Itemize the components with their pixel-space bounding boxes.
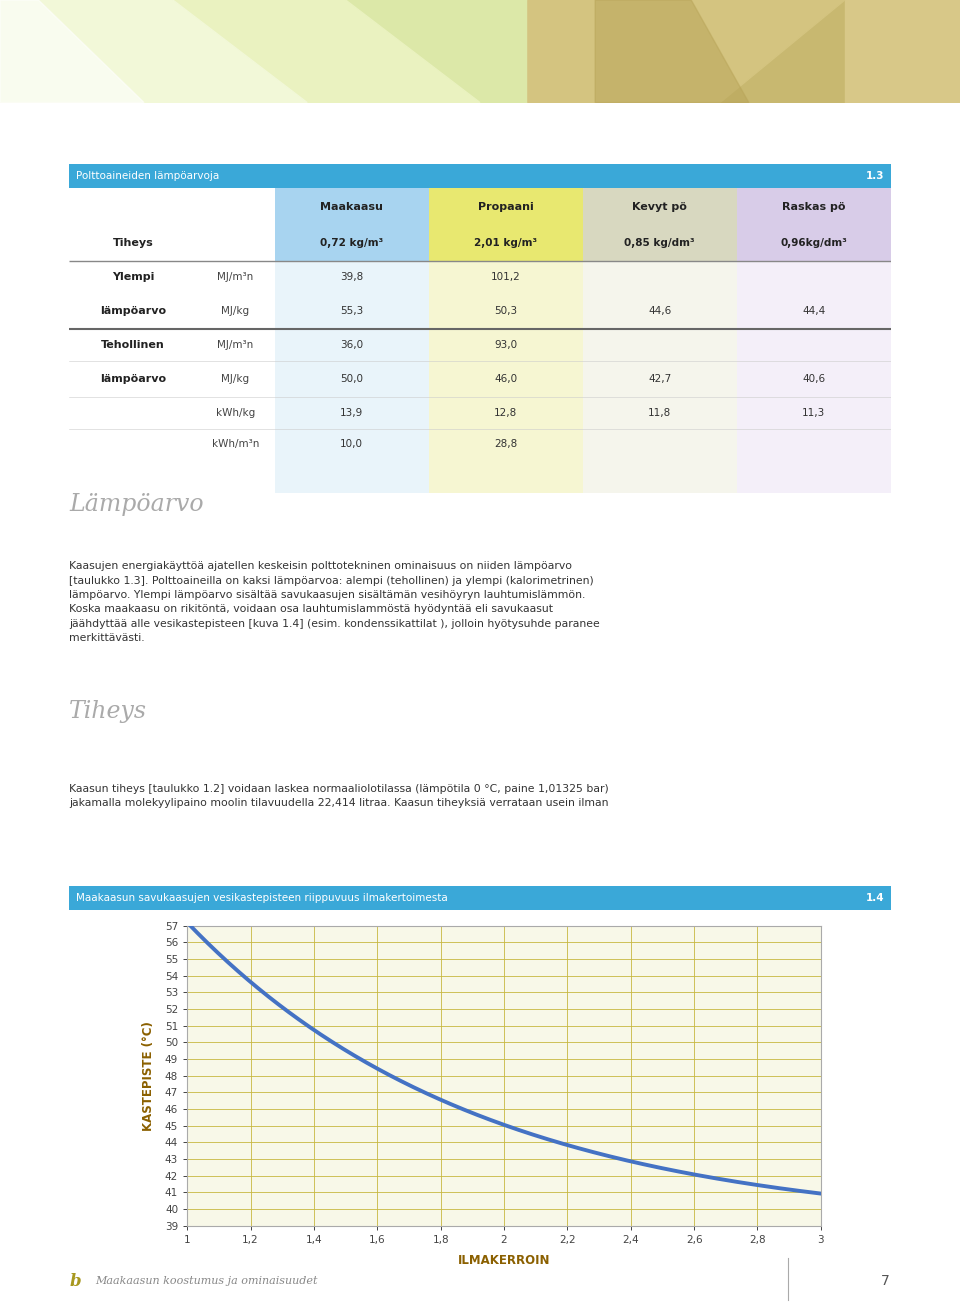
- Y-axis label: KASTEPISTE (°C): KASTEPISTE (°C): [142, 1020, 156, 1131]
- Text: 1.4: 1.4: [866, 893, 884, 903]
- Text: 39,8: 39,8: [340, 272, 363, 281]
- Bar: [845, 0, 960, 103]
- Text: MJ/m³n: MJ/m³n: [217, 341, 253, 350]
- Text: Maakaasun savukaasujen vesikastepisteen riippuvuus ilmakertoimesta: Maakaasun savukaasujen vesikastepisteen …: [76, 893, 447, 903]
- Text: 28,8: 28,8: [494, 439, 517, 450]
- Text: kWh/m³n: kWh/m³n: [212, 439, 259, 450]
- Text: Kevyt pö: Kevyt pö: [633, 203, 687, 212]
- Bar: [737, 188, 891, 493]
- Text: 11,3: 11,3: [803, 408, 826, 418]
- Text: MJ/kg: MJ/kg: [222, 375, 250, 384]
- Bar: [583, 188, 737, 226]
- Text: Maakaasu: Maakaasu: [321, 203, 383, 212]
- Text: Kaasun tiheys [taulukko 1.2] voidaan laskea normaaliolotilassa (lämpötila 0 °C, : Kaasun tiheys [taulukko 1.2] voidaan las…: [69, 784, 609, 809]
- Text: Raskas pö: Raskas pö: [782, 203, 846, 212]
- Bar: [0, 0, 624, 103]
- Text: 0,72 kg/m³: 0,72 kg/m³: [320, 238, 383, 249]
- Bar: [428, 188, 583, 226]
- Text: 36,0: 36,0: [340, 341, 363, 350]
- Text: Lämpöarvo: Lämpöarvo: [69, 493, 204, 515]
- Polygon shape: [0, 0, 144, 103]
- Text: Maakaasun koostumus ja ominaisuudet: Maakaasun koostumus ja ominaisuudet: [95, 1276, 318, 1286]
- Bar: [583, 188, 737, 493]
- Text: 1.3: 1.3: [866, 171, 884, 181]
- Text: 44,4: 44,4: [803, 306, 826, 316]
- Bar: [737, 188, 891, 226]
- Text: 50,3: 50,3: [494, 306, 517, 316]
- Text: 11,8: 11,8: [648, 408, 671, 418]
- Bar: [275, 226, 428, 260]
- Text: 42,7: 42,7: [648, 375, 671, 384]
- Text: 10,0: 10,0: [340, 439, 363, 450]
- Text: Kaasujen energiakäyttöä ajatellen keskeisin polttotekninen ominaisuus on niiden: Kaasujen energiakäyttöä ajatellen keskei…: [69, 562, 514, 571]
- Bar: [583, 226, 737, 260]
- Text: 12,8: 12,8: [494, 408, 517, 418]
- Bar: [275, 188, 428, 493]
- Text: Propaani: Propaani: [478, 203, 534, 212]
- Text: 40,6: 40,6: [803, 375, 826, 384]
- Text: Tehollinen: Tehollinen: [101, 341, 165, 350]
- Text: Ylempi: Ylempi: [111, 272, 154, 281]
- Text: Polttoaineiden lämpöarvoja: Polttoaineiden lämpöarvoja: [76, 171, 219, 181]
- Polygon shape: [0, 0, 307, 103]
- Text: b: b: [69, 1273, 81, 1290]
- Text: 50,0: 50,0: [340, 375, 363, 384]
- Text: Kaasujen energiakäyttöä ajatellen keskeisin polttotekninen ominaisuus on niiden : Kaasujen energiakäyttöä ajatellen keskei…: [69, 562, 600, 643]
- Text: MJ/kg: MJ/kg: [222, 306, 250, 316]
- Text: 2,01 kg/m³: 2,01 kg/m³: [474, 238, 538, 249]
- Bar: [428, 226, 583, 260]
- Text: 0,85 kg/dm³: 0,85 kg/dm³: [624, 238, 695, 249]
- Text: 7: 7: [880, 1274, 889, 1289]
- Bar: [737, 226, 891, 260]
- Text: 55,3: 55,3: [340, 306, 363, 316]
- Polygon shape: [0, 0, 480, 103]
- Text: Tiheys: Tiheys: [112, 238, 154, 249]
- Bar: [428, 188, 583, 493]
- Bar: [275, 188, 428, 226]
- Text: kWh/kg: kWh/kg: [216, 408, 255, 418]
- Text: 0,96kg/dm³: 0,96kg/dm³: [780, 238, 848, 249]
- Text: 13,9: 13,9: [340, 408, 363, 418]
- Text: 46,0: 46,0: [494, 375, 517, 384]
- Text: Tiheys: Tiheys: [69, 700, 147, 722]
- Text: lämpöarvo: lämpöarvo: [100, 375, 166, 384]
- Bar: [528, 0, 960, 103]
- X-axis label: ILMAKERROIN: ILMAKERROIN: [458, 1255, 550, 1268]
- Text: lämpöarvo: lämpöarvo: [100, 306, 166, 316]
- Text: MJ/m³n: MJ/m³n: [217, 272, 253, 281]
- Text: 44,6: 44,6: [648, 306, 671, 316]
- Text: 101,2: 101,2: [491, 272, 520, 281]
- Polygon shape: [528, 0, 845, 103]
- Text: 93,0: 93,0: [494, 341, 517, 350]
- Polygon shape: [595, 0, 749, 103]
